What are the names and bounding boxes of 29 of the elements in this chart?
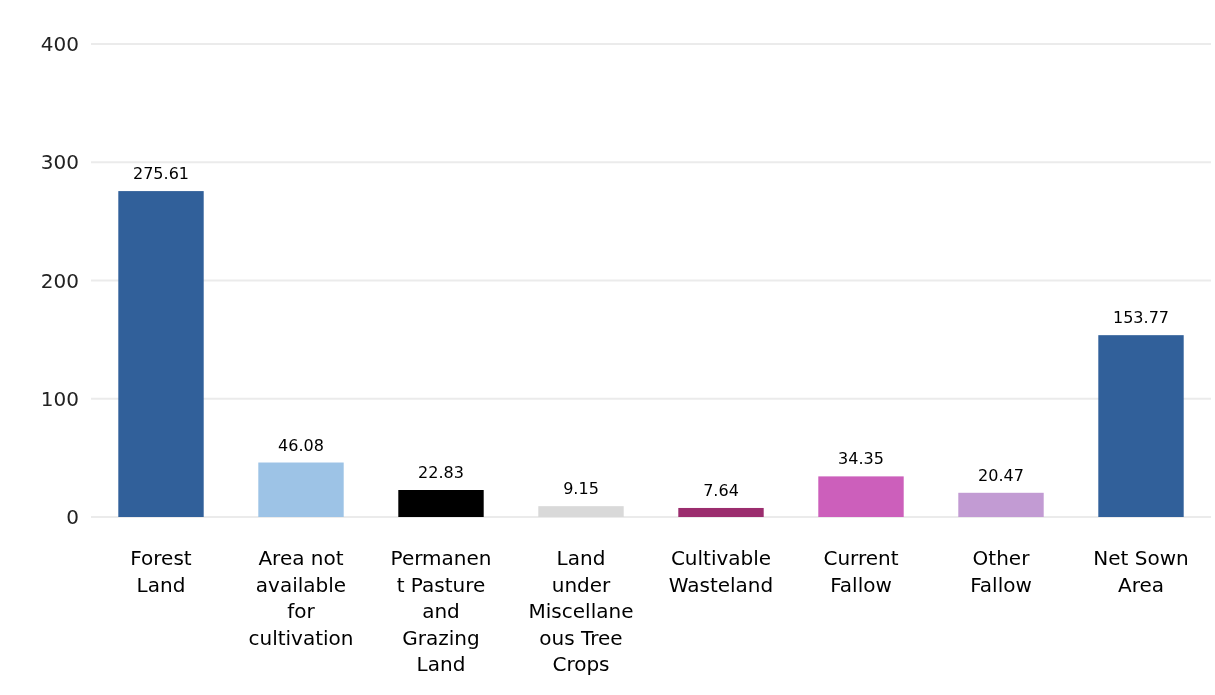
x-tick-label: Current Fallow: [823, 546, 899, 597]
bar: [678, 507, 764, 517]
bar: [258, 462, 344, 517]
y-tick-label: 300: [40, 150, 79, 175]
bar: [958, 492, 1044, 517]
x-tick-label: Net Sown Area: [1093, 546, 1189, 597]
data-label: 22.83: [418, 463, 464, 482]
x-tick-label: Cultivable Wasteland: [668, 546, 774, 597]
bar: [398, 490, 484, 517]
bar: [538, 506, 624, 517]
data-label: 9.15: [563, 479, 599, 499]
x-tick-label: Area not available for cultivation: [248, 546, 354, 650]
data-label: 153.77: [1113, 308, 1169, 328]
data-label: 34.35: [838, 449, 884, 469]
data-label: 20.47: [978, 465, 1024, 485]
data-label: 7.64: [703, 480, 739, 500]
x-tick-label: Forest Land: [130, 546, 192, 597]
bar: [1098, 335, 1184, 517]
y-tick-label: 200: [40, 268, 79, 293]
y-tick-label: 0: [66, 505, 79, 529]
x-tick-label: Land under Miscellaneous Tree Crops: [528, 546, 634, 676]
y-tick-label: 400: [40, 32, 79, 56]
data-label: 275.61: [133, 164, 189, 184]
data-label: 46.08: [278, 435, 324, 455]
x-tick-label: Other Fallow: [970, 546, 1032, 597]
y-tick-label: 100: [40, 386, 79, 411]
bar: [818, 476, 904, 517]
bar: [118, 191, 204, 517]
x-tick-label: Permanent Pasture and Grazing Land: [390, 546, 492, 676]
